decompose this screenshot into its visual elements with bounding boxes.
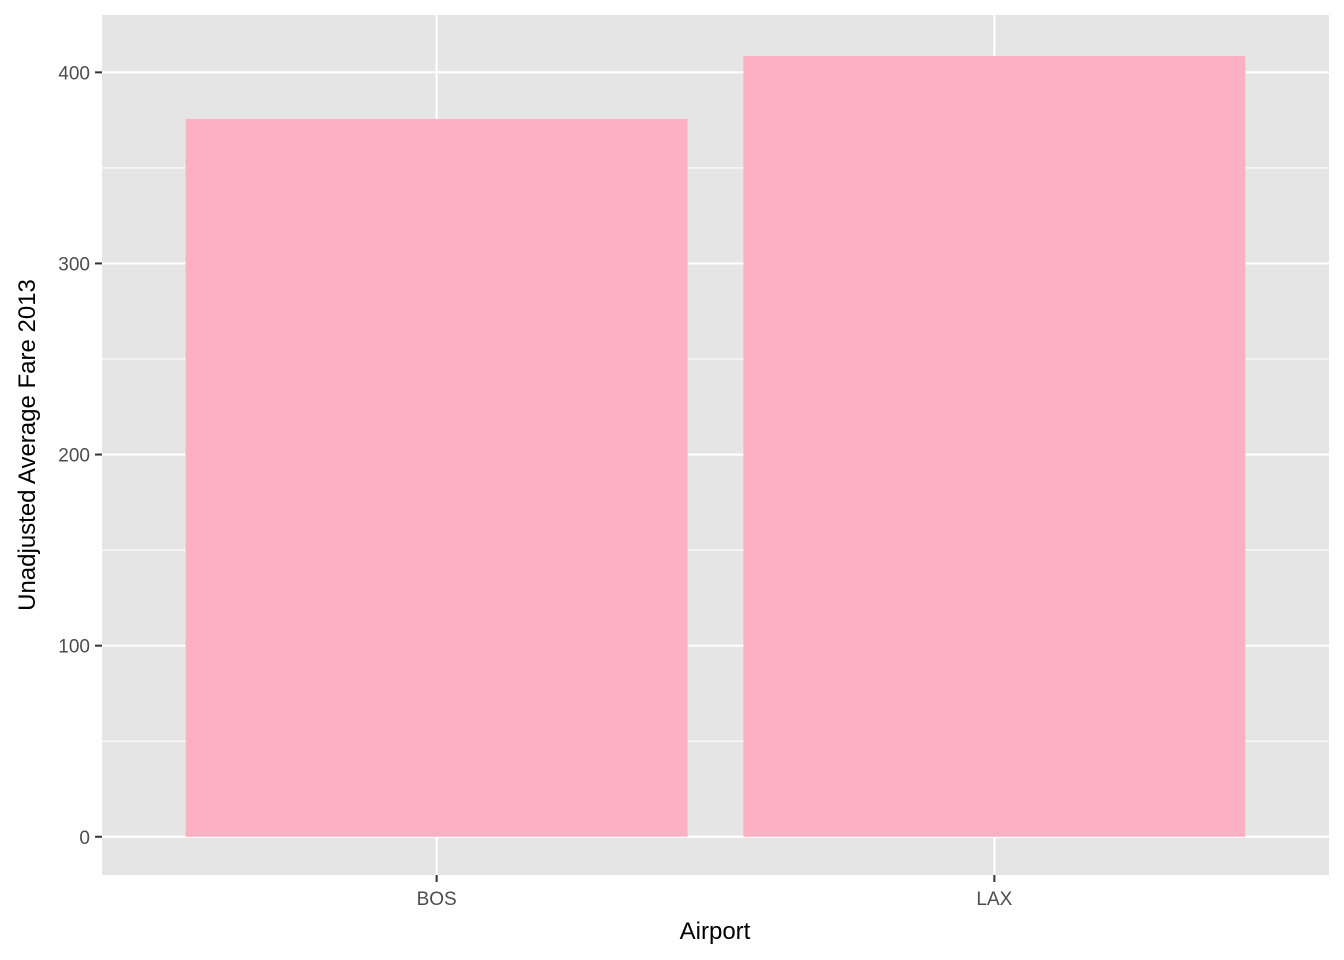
- x-tick-label: LAX: [976, 889, 1012, 910]
- x-axis: BOS LAX: [417, 875, 1013, 910]
- y-tick-label: 400: [58, 63, 90, 84]
- y-tick-label: 200: [58, 446, 90, 467]
- bar-lax: [743, 55, 1246, 837]
- y-tick-label: 300: [58, 254, 90, 275]
- y-axis: 0 100 200 300 400: [58, 63, 102, 849]
- y-tick-label: 0: [79, 828, 90, 849]
- bars: [185, 55, 1246, 837]
- bar-bos: [185, 118, 688, 837]
- x-tick-label: BOS: [417, 889, 457, 910]
- x-axis-title: Airport: [680, 918, 751, 945]
- y-axis-title: Unadjusted Average Fare 2013: [14, 279, 41, 611]
- y-tick-label: 100: [58, 637, 90, 658]
